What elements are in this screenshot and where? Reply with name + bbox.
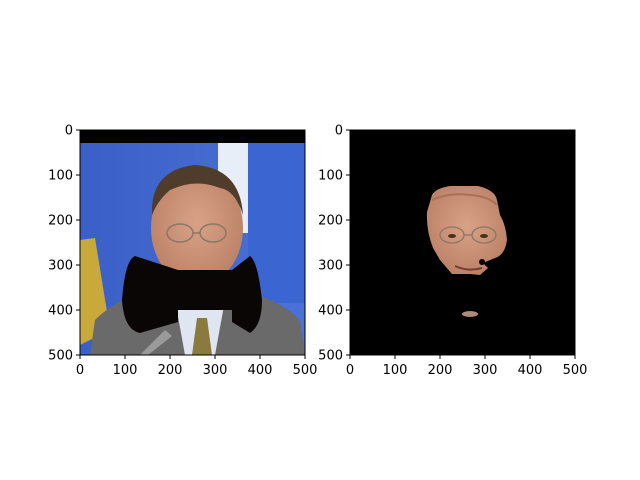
right-x-ticks: 0 100 200 300 400 500 (346, 355, 588, 378)
y-tick-label: 400 (318, 304, 343, 319)
y-tick-label: 0 (335, 124, 343, 139)
x-tick-label: 400 (518, 363, 543, 378)
cutout-glasses (439, 226, 497, 244)
x-tick-label: 100 (113, 363, 138, 378)
x-tick-label: 300 (473, 363, 498, 378)
x-tick-label: 200 (158, 363, 183, 378)
mask-hole (479, 259, 485, 265)
hairline-shadow (431, 193, 498, 206)
right-y-ticks: 0 100 200 300 400 500 (318, 124, 350, 364)
y-tick-label: 100 (318, 169, 343, 184)
bowtie-occluder (122, 256, 262, 333)
y-tick-label: 200 (318, 214, 343, 229)
y-tick-label: 0 (65, 124, 73, 139)
left-eye (448, 234, 456, 238)
x-tick-label: 500 (563, 363, 588, 378)
x-tick-label: 200 (428, 363, 453, 378)
y-tick-label: 100 (48, 169, 73, 184)
mouth (454, 265, 483, 271)
x-tick-label: 300 (203, 363, 228, 378)
left-y-ticks: 0 100 200 300 400 500 (48, 124, 80, 364)
x-tick-label: 400 (248, 363, 273, 378)
y-tick-label: 300 (318, 259, 343, 274)
microphone (140, 330, 172, 355)
x-tick-label: 0 (346, 363, 354, 378)
right-panel: 0 100 200 300 400 500 0 100 200 300 400 500 (318, 124, 587, 379)
y-tick-label: 200 (48, 214, 73, 229)
face-cutout (426, 186, 507, 275)
right-axes-frame (349, 129, 576, 356)
chin-fragment (462, 311, 478, 317)
left-x-ticks: 0 100 200 300 400 500 (76, 355, 318, 378)
left-axes-frame (79, 129, 306, 356)
y-tick-label: 400 (48, 304, 73, 319)
hair (151, 165, 243, 215)
x-tick-label: 0 (76, 363, 84, 378)
glasses (166, 223, 227, 243)
bowtie-center (175, 277, 235, 310)
right-eye (480, 234, 488, 238)
x-tick-label: 500 (293, 363, 318, 378)
y-tick-label: 500 (318, 349, 343, 364)
left-panel: 0 100 200 300 400 500 0 100 200 300 400 500 (48, 124, 317, 379)
tie (192, 318, 212, 355)
head (151, 170, 243, 286)
y-tick-label: 300 (48, 259, 73, 274)
y-tick-label: 500 (48, 349, 73, 364)
top-black-bar (80, 130, 305, 143)
left-image (80, 130, 305, 355)
right-image (350, 130, 575, 355)
x-tick-label: 100 (383, 363, 408, 378)
